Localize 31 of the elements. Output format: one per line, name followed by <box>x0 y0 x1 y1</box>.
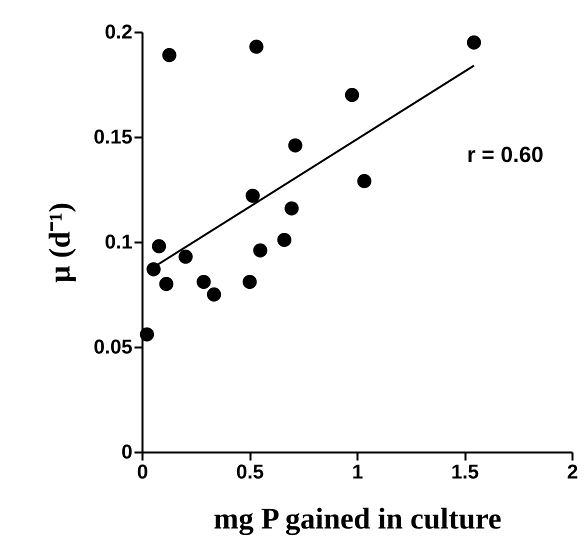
point <box>344 88 360 102</box>
y-tick-label: 0.2 <box>104 22 132 44</box>
x-tick-label: 0.5 <box>236 462 264 484</box>
point <box>277 232 292 247</box>
point <box>159 276 174 292</box>
annotation: r = 0.60 <box>467 142 544 167</box>
y-axis-title: μ (d⁻¹) <box>44 202 77 283</box>
point <box>284 201 299 216</box>
point <box>146 262 161 276</box>
point <box>288 138 302 152</box>
y-tick-label: 0.15 <box>94 126 132 148</box>
point <box>162 48 176 62</box>
point <box>178 250 193 264</box>
point <box>246 188 260 203</box>
y-tick-label: 0.05 <box>94 336 132 358</box>
x-tick-label: 0 <box>136 462 148 484</box>
y-tick-label: 0 <box>121 442 132 464</box>
x-tick-label: 1.5 <box>451 462 479 484</box>
point <box>206 287 222 302</box>
point <box>196 274 211 289</box>
point <box>140 327 154 342</box>
x-tick-label: 2 <box>566 462 578 484</box>
y-tick-label: 0.1 <box>104 232 132 254</box>
point <box>249 40 264 54</box>
point <box>253 243 268 258</box>
point <box>466 35 482 50</box>
point <box>242 274 257 289</box>
point <box>357 174 372 188</box>
x-tick-label: 1 <box>352 462 364 484</box>
x-axis-title: mg P gained in culture <box>214 502 502 536</box>
point <box>152 239 166 254</box>
